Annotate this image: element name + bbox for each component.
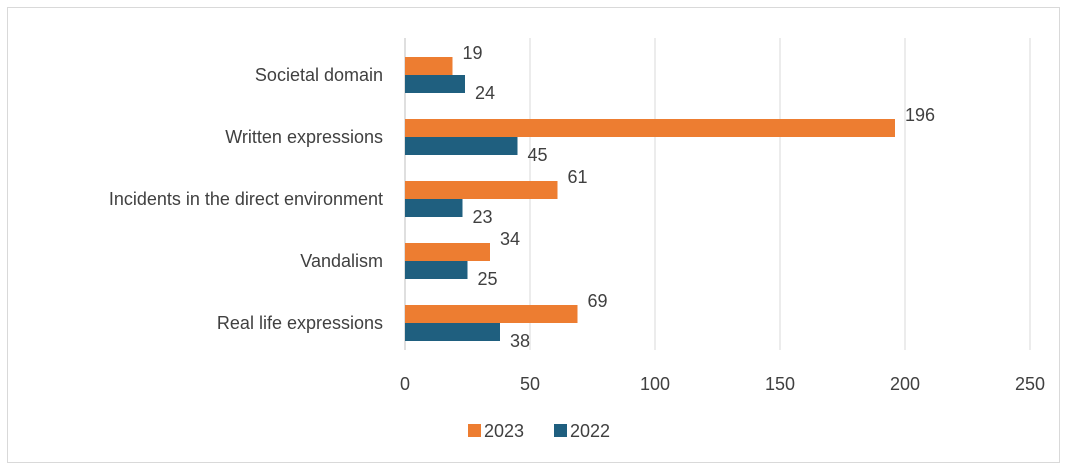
data-label: 23 bbox=[473, 207, 493, 227]
x-tick-label: 0 bbox=[400, 374, 410, 394]
bar-2023 bbox=[405, 305, 578, 323]
data-label: 19 bbox=[463, 43, 483, 63]
x-tick-label: 100 bbox=[640, 374, 670, 394]
data-label: 25 bbox=[478, 269, 498, 289]
bar-2023 bbox=[405, 181, 558, 199]
x-tick-label: 150 bbox=[765, 374, 795, 394]
data-label: 34 bbox=[500, 229, 520, 249]
bar-2022 bbox=[405, 75, 465, 93]
category-label: Written expressions bbox=[225, 127, 383, 147]
legend-label: 2023 bbox=[484, 421, 524, 441]
legend-swatch-2022 bbox=[554, 424, 567, 437]
data-label: 38 bbox=[510, 331, 530, 351]
legend-swatch-2023 bbox=[468, 424, 481, 437]
legend-label: 2022 bbox=[570, 421, 610, 441]
bar-2023 bbox=[405, 119, 895, 137]
category-label: Societal domain bbox=[255, 65, 383, 85]
data-label: 24 bbox=[475, 83, 495, 103]
data-label: 61 bbox=[568, 167, 588, 187]
bar-2023 bbox=[405, 243, 490, 261]
bar-2022 bbox=[405, 199, 463, 217]
x-tick-label: 200 bbox=[890, 374, 920, 394]
data-label: 196 bbox=[905, 105, 935, 125]
bar-2022 bbox=[405, 261, 468, 279]
x-tick-label: 50 bbox=[520, 374, 540, 394]
category-label: Vandalism bbox=[300, 251, 383, 271]
x-tick-label: 250 bbox=[1015, 374, 1045, 394]
bar-2022 bbox=[405, 137, 518, 155]
data-label: 45 bbox=[528, 145, 548, 165]
bar-2022 bbox=[405, 323, 500, 341]
data-label: 69 bbox=[588, 291, 608, 311]
category-label: Real life expressions bbox=[217, 313, 383, 333]
chart-frame bbox=[7, 7, 1060, 463]
category-label: Incidents in the direct environment bbox=[109, 189, 383, 209]
bar-2023 bbox=[405, 57, 453, 75]
